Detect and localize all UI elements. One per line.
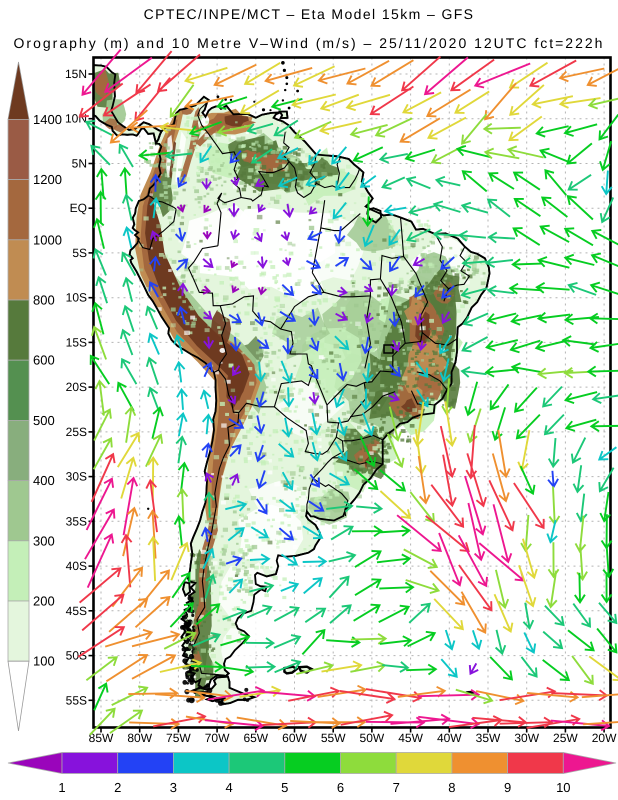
- svg-text:15S: 15S: [66, 335, 87, 349]
- svg-text:55S: 55S: [66, 693, 87, 707]
- svg-text:45S: 45S: [66, 604, 87, 618]
- svg-text:5: 5: [281, 780, 288, 795]
- svg-text:EQ: EQ: [70, 201, 87, 215]
- svg-text:20W: 20W: [592, 731, 617, 745]
- svg-text:50S: 50S: [66, 649, 87, 663]
- svg-text:40S: 40S: [66, 559, 87, 573]
- svg-text:60W: 60W: [282, 731, 307, 745]
- svg-text:200: 200: [33, 594, 55, 609]
- svg-text:30S: 30S: [66, 470, 87, 484]
- svg-text:5N: 5N: [72, 157, 87, 171]
- svg-text:80W: 80W: [127, 731, 152, 745]
- svg-text:1000: 1000: [33, 232, 62, 247]
- svg-text:55W: 55W: [321, 731, 346, 745]
- svg-text:6: 6: [337, 780, 344, 795]
- svg-text:40W: 40W: [437, 731, 462, 745]
- svg-text:25S: 25S: [66, 425, 87, 439]
- svg-text:25W: 25W: [553, 731, 578, 745]
- svg-text:500: 500: [33, 413, 55, 428]
- svg-text:15N: 15N: [65, 67, 87, 81]
- svg-text:1400: 1400: [33, 112, 62, 127]
- svg-text:5S: 5S: [72, 246, 87, 260]
- svg-text:7: 7: [393, 780, 400, 795]
- svg-text:1200: 1200: [33, 172, 62, 187]
- svg-text:CPTEC/INPE/MCT – Eta Model 15: CPTEC/INPE/MCT – Eta Model 15km – GFS: [144, 6, 475, 22]
- svg-text:4: 4: [225, 780, 232, 795]
- svg-text:Orography (m) and 10 Metre V–W: Orography (m) and 10 Metre V–Wind (m/s) …: [14, 35, 605, 51]
- svg-text:50W: 50W: [360, 731, 385, 745]
- svg-text:30W: 30W: [514, 731, 539, 745]
- svg-text:800: 800: [33, 293, 55, 308]
- svg-text:10S: 10S: [66, 291, 87, 305]
- svg-text:2: 2: [114, 780, 121, 795]
- svg-text:35W: 35W: [476, 731, 501, 745]
- svg-text:45W: 45W: [398, 731, 423, 745]
- svg-text:20S: 20S: [66, 380, 87, 394]
- svg-text:3: 3: [170, 780, 177, 795]
- svg-text:75W: 75W: [166, 731, 191, 745]
- svg-text:10: 10: [556, 780, 570, 795]
- svg-text:100: 100: [33, 654, 55, 669]
- svg-text:35S: 35S: [66, 514, 87, 528]
- svg-text:400: 400: [33, 473, 55, 488]
- svg-text:8: 8: [448, 780, 455, 795]
- svg-text:65W: 65W: [243, 731, 268, 745]
- svg-text:1: 1: [58, 780, 65, 795]
- svg-text:85W: 85W: [89, 731, 114, 745]
- svg-text:300: 300: [33, 533, 55, 548]
- svg-text:600: 600: [33, 353, 55, 368]
- svg-text:9: 9: [504, 780, 511, 795]
- svg-text:70W: 70W: [205, 731, 230, 745]
